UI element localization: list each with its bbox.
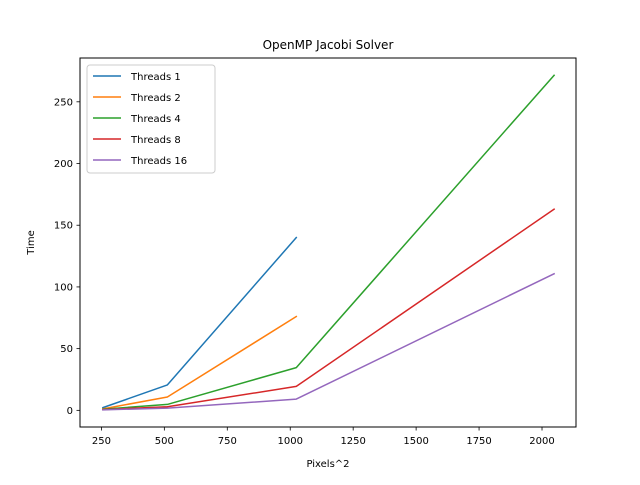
- y-tick-label: 0: [67, 406, 73, 417]
- y-tick-label: 50: [60, 344, 73, 355]
- series-line-3: [102, 74, 556, 411]
- x-tick-label: 2000: [529, 436, 554, 447]
- legend-label-1: Threads 1: [130, 72, 181, 83]
- legend-label-4: Threads 8: [130, 135, 181, 146]
- series-layer: [101, 74, 556, 411]
- x-tick-label: 750: [218, 436, 237, 447]
- legend-box: [86, 64, 216, 174]
- series-line-4: [102, 208, 556, 411]
- x-axis-label: Pixels^2: [306, 459, 349, 470]
- legend: Threads 1 Threads 2 Threads 4 Threads 8 Thre…: [86, 64, 216, 174]
- x-tick-label: 1750: [466, 436, 491, 447]
- series-line-5: [102, 272, 556, 411]
- y-tick-label: 200: [54, 159, 73, 170]
- y-tick-label: 250: [54, 97, 73, 108]
- x-axis-ticks: 250 500 750 1000 1250 1500 1750 2000: [92, 427, 555, 447]
- x-tick-label: 1500: [403, 436, 428, 447]
- series-line-1: [101, 236, 298, 409]
- y-tick-label: 150: [54, 221, 73, 232]
- plot-area-frame: [79, 57, 577, 428]
- y-tick-label: 100: [54, 282, 73, 293]
- x-tick-label: 1000: [278, 436, 303, 447]
- x-tick-label: 250: [92, 436, 111, 447]
- chart-title: OpenMP Jacobi Solver: [263, 38, 394, 52]
- legend-label-2: Threads 2: [130, 93, 181, 104]
- y-axis-label: Time: [26, 230, 37, 255]
- y-axis-ticks: 0 50 100 150 200 250: [54, 97, 80, 417]
- series-line-2: [102, 315, 298, 410]
- x-tick-label: 500: [155, 436, 174, 447]
- x-tick-label: 1250: [340, 436, 365, 447]
- legend-label-5: Threads 16: [130, 156, 187, 167]
- legend-label-3: Threads 4: [130, 114, 181, 125]
